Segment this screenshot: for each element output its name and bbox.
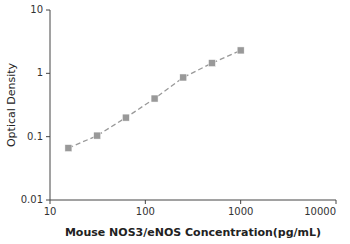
x-tick-label: 10000 — [304, 206, 336, 217]
chart-container: 10 100 1000 10000 0.01 0.1 1 10 Mouse NOS3/eNOS … — [0, 0, 350, 244]
y-tick-label: 1 — [37, 67, 43, 78]
y-tick — [46, 73, 50, 74]
y-tick — [46, 10, 50, 11]
x-axis-line — [50, 200, 336, 201]
series-line — [68, 50, 240, 148]
y-tick — [46, 200, 50, 201]
y-axis-label: Optical Density — [5, 62, 18, 147]
data-point — [122, 114, 129, 121]
y-tick-label: 0.01 — [21, 194, 43, 205]
data-point — [237, 47, 244, 54]
chart-svg: 10 100 1000 10000 0.01 0.1 1 10 Mouse NOS3/eNOS … — [0, 0, 350, 244]
data-point — [180, 74, 187, 81]
x-tick — [145, 200, 146, 204]
x-tick — [336, 200, 337, 204]
data-point — [208, 60, 215, 67]
x-tick-label: 10 — [44, 206, 57, 217]
y-tick-label: 0.1 — [27, 131, 43, 142]
data-point — [151, 95, 158, 102]
data-point — [65, 145, 72, 152]
x-tick-label: 1000 — [228, 206, 253, 217]
x-axis-label: Mouse NOS3/eNOS Concentration(pg/mL) — [65, 226, 321, 239]
y-tick-label: 10 — [30, 4, 43, 15]
axes: 10 100 1000 10000 0.01 0.1 1 10 — [21, 4, 336, 217]
data-point — [94, 132, 101, 139]
x-tick — [50, 200, 51, 204]
y-axis-line — [50, 10, 51, 200]
y-tick — [46, 136, 50, 137]
x-tick-label: 100 — [136, 206, 155, 217]
x-tick — [240, 200, 241, 204]
plot-area — [65, 47, 244, 152]
